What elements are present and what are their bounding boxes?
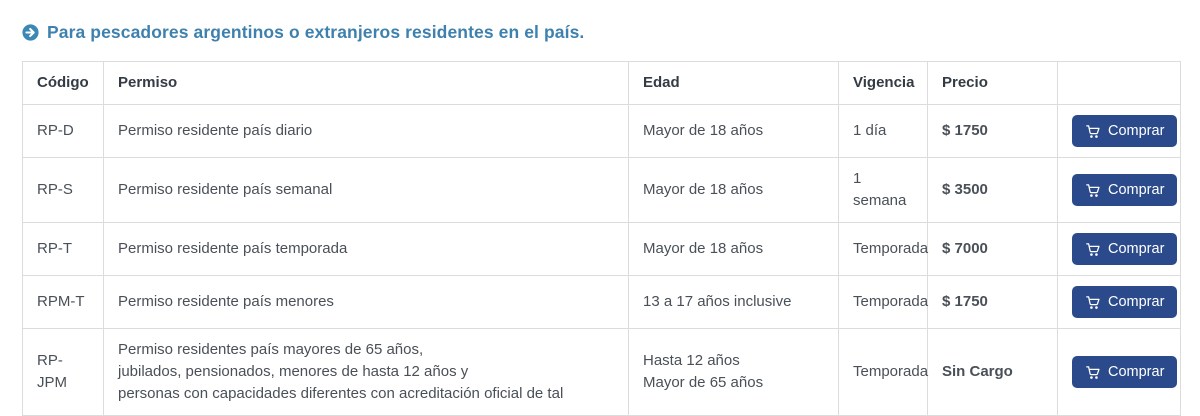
comprar-button[interactable]: Comprar	[1072, 286, 1178, 318]
cell-edad: Mayor de 18 años	[628, 157, 839, 223]
cart-icon	[1085, 365, 1101, 380]
cell-permiso: Permiso residente país menores	[103, 275, 629, 329]
comprar-button[interactable]: Comprar	[1072, 356, 1178, 388]
comprar-label: Comprar	[1108, 123, 1165, 139]
arrow-circle-right-icon	[22, 24, 39, 41]
cell-action: Comprar	[1057, 104, 1181, 158]
cell-precio: Sin Cargo	[927, 328, 1058, 416]
cell-codigo: RP-S	[22, 157, 104, 223]
cell-vigencia: 1 semana	[838, 157, 928, 223]
cell-codigo: RP-JPM	[22, 328, 104, 416]
comprar-button[interactable]: Comprar	[1072, 115, 1178, 147]
cell-precio: $ 7000	[927, 222, 1058, 276]
table-row: RP-T Permiso residente país temporada Ma…	[22, 222, 1181, 276]
cell-action: Comprar	[1057, 275, 1181, 329]
cell-permiso: Permiso residentes país mayores de 65 añ…	[103, 328, 629, 416]
cell-permiso: Permiso residente país diario	[103, 104, 629, 158]
cell-edad: Mayor de 18 años	[628, 104, 839, 158]
cell-edad: Mayor de 18 años	[628, 222, 839, 276]
comprar-label: Comprar	[1108, 294, 1165, 310]
comprar-button[interactable]: Comprar	[1072, 233, 1178, 265]
comprar-button[interactable]: Comprar	[1072, 174, 1178, 206]
cart-icon	[1085, 124, 1101, 139]
cell-vigencia: Temporada	[838, 275, 928, 329]
cell-vigencia: 1 día	[838, 104, 928, 158]
cart-icon	[1085, 295, 1101, 310]
cell-vigencia: Temporada	[838, 222, 928, 276]
header-precio: Precio	[927, 61, 1058, 105]
page-title: Para pescadores argentinos o extranjeros…	[47, 22, 585, 42]
cart-icon	[1085, 183, 1101, 198]
header-permiso: Permiso	[103, 61, 629, 105]
cell-vigencia: Temporada	[838, 328, 928, 416]
cell-codigo: RP-T	[22, 222, 104, 276]
cell-permiso: Permiso residente país temporada	[103, 222, 629, 276]
table-row: RP-JPM Permiso residentes país mayores d…	[22, 328, 1181, 416]
cell-action: Comprar	[1057, 222, 1181, 276]
cell-precio: $ 1750	[927, 275, 1058, 329]
table-row: RP-D Permiso residente país diario Mayor…	[22, 104, 1181, 158]
header-action	[1057, 61, 1181, 105]
permits-table: Código Permiso Edad Vigencia Precio RP-D…	[22, 61, 1181, 416]
comprar-label: Comprar	[1108, 182, 1165, 198]
header-codigo: Código	[22, 61, 104, 105]
cell-precio: $ 3500	[927, 157, 1058, 223]
cell-action: Comprar	[1057, 157, 1181, 223]
cell-codigo: RP-D	[22, 104, 104, 158]
comprar-label: Comprar	[1108, 241, 1165, 257]
cell-edad: 13 a 17 años inclusive	[628, 275, 839, 329]
cart-icon	[1085, 242, 1101, 257]
header-vigencia: Vigencia	[838, 61, 928, 105]
cell-codigo: RPM-T	[22, 275, 104, 329]
table-row: RPM-T Permiso residente país menores 13 …	[22, 275, 1181, 329]
table-row: RP-S Permiso residente país semanal Mayo…	[22, 157, 1181, 223]
cell-permiso: Permiso residente país semanal	[103, 157, 629, 223]
cell-edad: Hasta 12 años Mayor de 65 años	[628, 328, 839, 416]
permits-table-header: Código Permiso Edad Vigencia Precio	[22, 61, 1181, 105]
permit-table-body: RP-D Permiso residente país diario Mayor…	[22, 104, 1181, 416]
cell-precio: $ 1750	[927, 104, 1058, 158]
comprar-label: Comprar	[1108, 364, 1165, 380]
cell-action: Comprar	[1057, 328, 1181, 416]
section-title: Para pescadores argentinos o extranjeros…	[22, 22, 1180, 43]
header-edad: Edad	[628, 61, 839, 105]
